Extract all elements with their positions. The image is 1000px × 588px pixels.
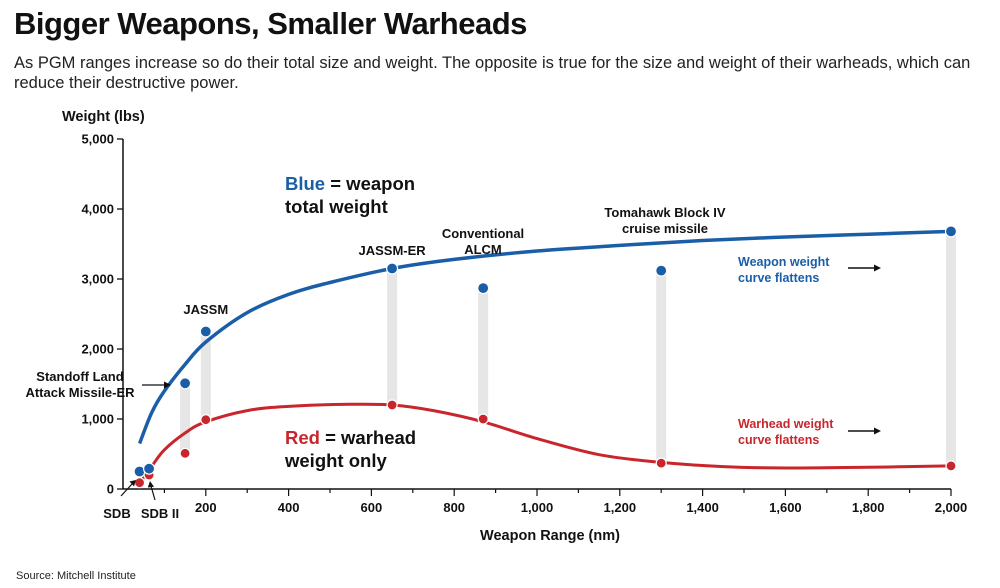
red-key: Red [285, 427, 320, 448]
y-tick-label: 5,000 [81, 132, 114, 147]
x-tick-label: 1,600 [769, 500, 802, 515]
red-legend-text1: = warhead [320, 427, 416, 448]
x-tick-label: 1,400 [686, 500, 719, 515]
red-legend-line2: weight only [284, 450, 387, 471]
weapon-point [142, 462, 156, 475]
weapon-point [655, 264, 668, 277]
slam-er-pointer-head [164, 381, 171, 389]
warhead-flattens-line1: Warhead weight [738, 417, 834, 431]
x-tick-label: 400 [278, 500, 300, 515]
x-tick-label: 2,000 [935, 500, 968, 515]
red-legend-line1: Red = warhead [285, 427, 416, 448]
warhead-point [477, 413, 489, 425]
connector-bar [946, 226, 956, 471]
weapon-point [179, 377, 192, 390]
curves [137, 229, 952, 485]
warhead-point [945, 460, 957, 472]
y-tick-label: 1,000 [81, 412, 114, 427]
connector-bar [387, 263, 398, 410]
blue-key: Blue [285, 173, 325, 194]
weapon-point [944, 225, 958, 238]
warhead-curve [138, 402, 952, 485]
connector-bar [200, 326, 211, 425]
y-tick-label: 4,000 [81, 202, 114, 217]
labels: SDB SDB II Standoff Land Attack Missile-ER J… [25, 205, 725, 521]
weapon-point [386, 262, 399, 275]
sdb2-pointer [150, 485, 156, 501]
x-tick-label: 800 [443, 500, 465, 515]
y-axis-label: Weight (lbs) [62, 109, 145, 125]
warhead-flattens-line2: curve flattens [738, 433, 819, 447]
weapon-label: SDB II [141, 506, 179, 521]
weapon-label: Standoff Land Attack Missile-ER [25, 369, 135, 400]
x-axis-label: Weapon Range (nm) [480, 528, 620, 544]
x-tick-label: 1,000 [521, 500, 554, 515]
weapon-flattens-line1: Weapon weight [738, 255, 830, 269]
warhead-point [200, 414, 212, 426]
warhead-point [133, 477, 146, 489]
x-tick-label: 1,200 [604, 500, 637, 515]
sdb-pointer [120, 483, 133, 497]
weapon-label: Conventional ALCM [442, 226, 524, 257]
points [133, 225, 958, 489]
x-tick-label: 200 [195, 500, 217, 515]
sdb-pointer-head [129, 480, 136, 487]
warhead-point [179, 447, 191, 459]
chart-subtitle: As PGM ranges increase so do their total… [14, 54, 971, 92]
warhead-point [386, 399, 398, 411]
x-tick-label: 600 [361, 500, 383, 515]
connector-bar [478, 283, 489, 424]
blue-legend-line2: total weight [285, 196, 388, 217]
sdb2-pointer-head [147, 481, 154, 488]
weapon-point [477, 282, 490, 295]
weapon-flattens-line2: curve flattens [738, 271, 819, 285]
weapon-flattens-arrowhead [874, 264, 881, 272]
connector-bar [180, 378, 191, 459]
y-tick-label: 2,000 [81, 342, 114, 357]
axes: 0 1,000 2,000 3,000 4,000 5,000 200 400 600 800 1,… [81, 132, 967, 516]
weapon-label: Tomahawk Block IV cruise missile [604, 205, 725, 236]
weapon-label: JASSM [183, 302, 228, 317]
blue-legend-text1: = weapon [325, 173, 415, 194]
weapon-point [199, 325, 212, 338]
weapon-label: SDB [103, 506, 130, 521]
chart-title: Bigger Weapons, Smaller Warheads [14, 6, 527, 41]
source-note: Source: Mitchell Institute [16, 570, 136, 582]
blue-legend-line1: Blue = weapon [285, 173, 415, 194]
x-tick-label: 1,800 [852, 500, 885, 515]
connector-bar [656, 265, 667, 469]
warhead-point [655, 457, 667, 469]
y-tick-label: 3,000 [81, 272, 114, 287]
warhead-flattens-arrowhead [874, 427, 881, 435]
connectors [180, 226, 956, 471]
y-tick-label: 0 [107, 482, 114, 497]
weapon-label: JASSM-ER [359, 243, 427, 258]
